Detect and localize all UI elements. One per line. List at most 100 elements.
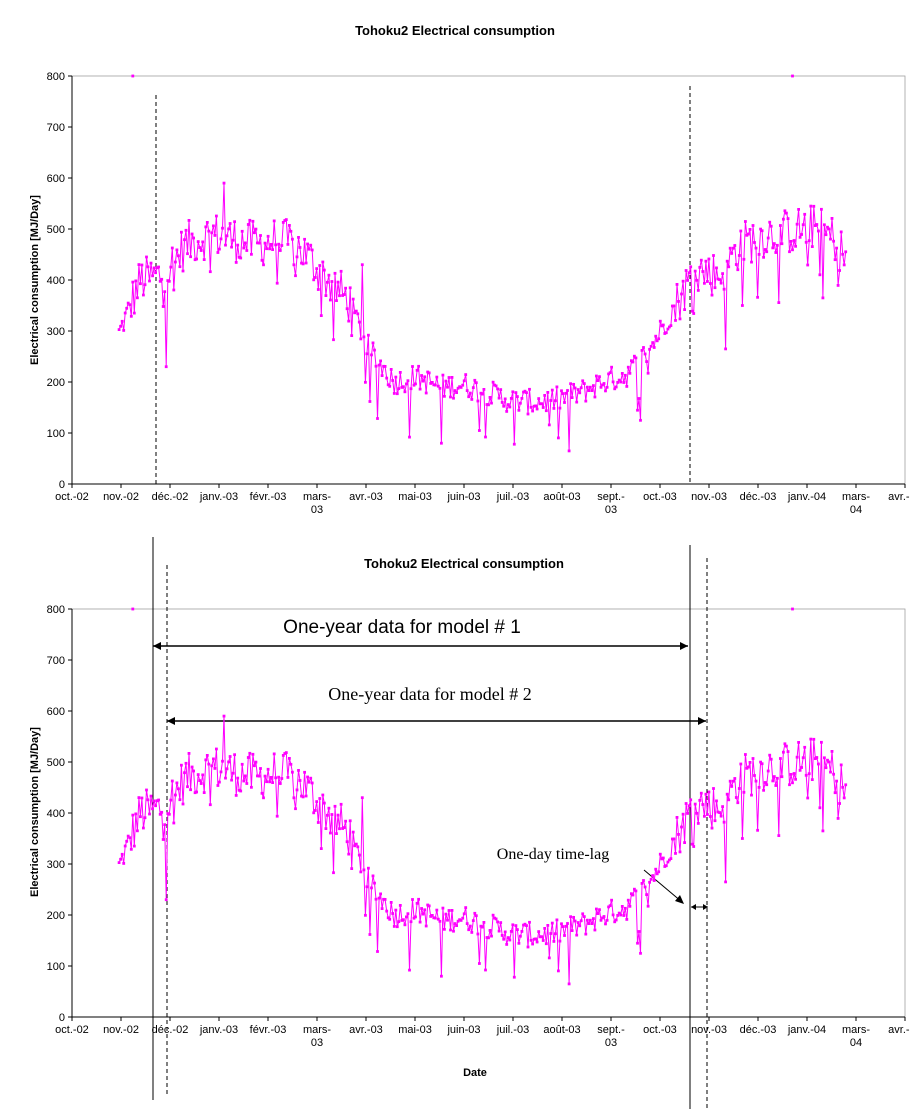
- series-point: [441, 373, 445, 377]
- series-point: [180, 230, 183, 234]
- series-point: [554, 399, 557, 403]
- series-point: [174, 793, 177, 797]
- series-point: [824, 766, 828, 770]
- series-point: [117, 861, 121, 864]
- series-point: [307, 247, 311, 251]
- x-tick-label: oct.-03: [643, 1024, 677, 1036]
- series-point: [187, 219, 191, 222]
- series-point: [745, 233, 749, 237]
- series-point: [303, 237, 306, 241]
- series-point: [823, 756, 826, 760]
- series-point: [329, 298, 332, 302]
- series-point: [560, 389, 563, 393]
- axis-lines: [71, 609, 905, 1018]
- series-point: [812, 737, 816, 741]
- series-point: [669, 857, 673, 860]
- series-point: [783, 742, 787, 746]
- series-point: [158, 812, 162, 816]
- series-point: [566, 922, 569, 925]
- series-point: [710, 826, 714, 830]
- series-point: [164, 898, 168, 902]
- series-point: [291, 237, 294, 241]
- series-point: [789, 773, 793, 776]
- model1-arrow-right-head: [680, 642, 688, 650]
- series-point: [494, 917, 498, 921]
- series-point: [313, 276, 317, 279]
- series-point: [380, 907, 384, 910]
- series-point: [724, 880, 727, 884]
- series-point: [734, 263, 738, 266]
- series-point: [724, 347, 727, 351]
- series-point: [379, 359, 382, 363]
- x-tick-label: août-03: [543, 1024, 580, 1036]
- series-point: [406, 912, 410, 916]
- series-point: [563, 934, 566, 937]
- series-point: [648, 347, 651, 351]
- y-tick-label: 600: [47, 173, 65, 185]
- series-point: [801, 756, 805, 760]
- series-point: [550, 388, 554, 392]
- series-point: [803, 212, 807, 216]
- series-point: [234, 261, 238, 264]
- series-point: [344, 286, 347, 290]
- series-point: [744, 220, 747, 223]
- series-point: [526, 945, 530, 949]
- series-point: [680, 825, 683, 829]
- series-point: [675, 283, 679, 286]
- series-point: [488, 396, 492, 399]
- series-point: [786, 750, 790, 753]
- series-point: [575, 933, 579, 937]
- series-point: [248, 218, 252, 222]
- series-point: [747, 232, 750, 236]
- series-point: [785, 744, 788, 748]
- series-point: [242, 246, 246, 250]
- series-point: [467, 928, 471, 932]
- series-point: [433, 383, 437, 387]
- series-point: [640, 349, 644, 352]
- series-point: [645, 893, 648, 896]
- series-point: [695, 278, 699, 282]
- series-point: [246, 756, 250, 759]
- series-point: [446, 918, 449, 922]
- series-point: [836, 817, 840, 820]
- series-point: [613, 387, 617, 391]
- series-point: [614, 385, 618, 389]
- series-point: [826, 758, 829, 762]
- series-point: [628, 371, 632, 375]
- series-point: [186, 785, 189, 789]
- series-point: [512, 975, 516, 979]
- series-point: [418, 387, 422, 391]
- series-point: [579, 919, 583, 923]
- series-point: [291, 770, 294, 774]
- series-point: [444, 379, 448, 383]
- series-point: [441, 906, 445, 910]
- series-point: [741, 837, 744, 840]
- series-point: [230, 245, 233, 249]
- series-point: [280, 777, 284, 780]
- x-tick-label: mars-: [842, 1024, 870, 1036]
- series-point: [686, 812, 689, 815]
- series-point: [368, 933, 372, 936]
- series-point: [181, 269, 185, 273]
- series-point: [540, 402, 544, 406]
- series-point: [395, 392, 399, 396]
- series-point: [625, 918, 629, 921]
- series-point: [634, 889, 638, 893]
- series-point: [435, 375, 439, 379]
- series-point: [502, 937, 506, 941]
- series-point: [265, 780, 268, 784]
- series-point: [798, 768, 802, 772]
- series-point: [661, 323, 665, 327]
- series-point: [763, 781, 767, 784]
- series-point: [126, 301, 130, 305]
- series-point: [523, 389, 527, 393]
- series-point: [806, 796, 810, 800]
- series-point: [497, 929, 501, 933]
- series-point: [835, 246, 838, 250]
- series-point: [479, 391, 483, 395]
- series-point: [297, 236, 300, 239]
- series-point: [443, 394, 446, 398]
- series-point: [736, 801, 740, 805]
- series-point: [471, 386, 475, 389]
- series-point: [253, 764, 256, 768]
